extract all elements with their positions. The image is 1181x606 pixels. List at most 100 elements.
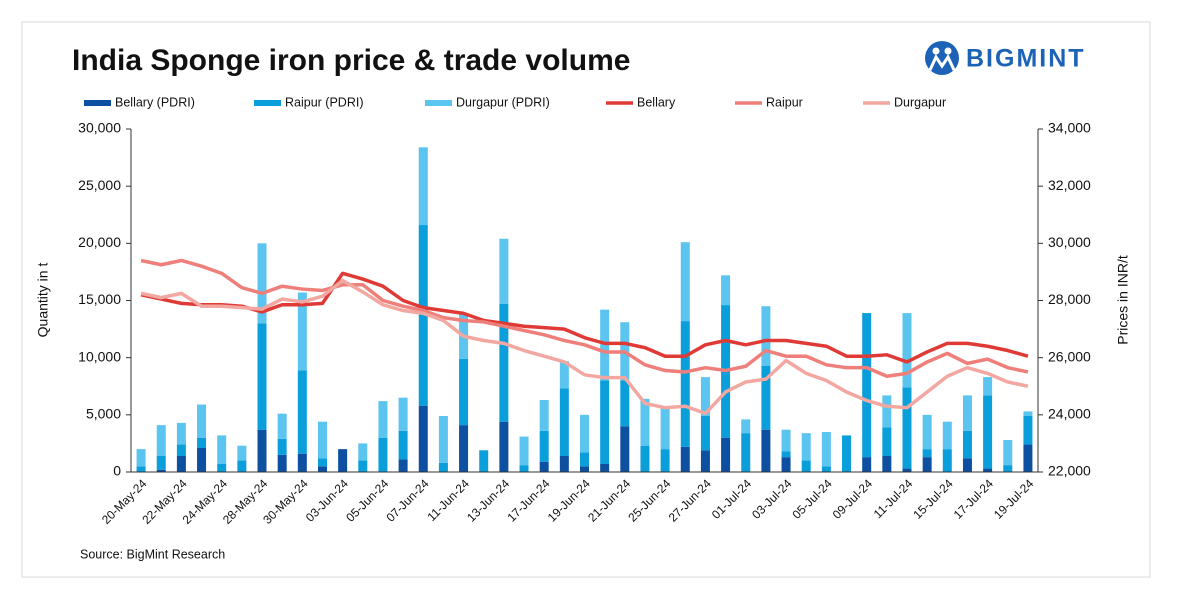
legend-label: Bellary <box>637 95 676 109</box>
line <box>140 258 1029 378</box>
bar <box>197 447 207 472</box>
bar <box>217 463 227 472</box>
bar <box>882 427 892 456</box>
bar <box>519 436 529 466</box>
bar <box>640 445 650 472</box>
bar <box>317 466 327 472</box>
bar <box>620 426 630 472</box>
bar <box>862 457 872 472</box>
bar <box>539 399 549 431</box>
bar <box>398 459 408 472</box>
y2-tick-label: 22,000 <box>1048 463 1091 479</box>
bar <box>1023 415 1033 445</box>
bar <box>600 380 610 464</box>
bar <box>297 292 307 371</box>
legend-label: Bellary (PDRI) <box>115 95 195 109</box>
bar <box>257 243 267 324</box>
bar <box>942 449 952 472</box>
bar <box>539 461 549 472</box>
bar <box>398 397 408 431</box>
bar <box>781 451 791 458</box>
bar <box>882 395 892 428</box>
bar <box>962 395 972 431</box>
bar <box>983 377 993 396</box>
y2-tick-label: 32,000 <box>1048 177 1091 193</box>
bar <box>176 422 186 445</box>
bar <box>519 465 529 472</box>
bar <box>741 419 751 434</box>
bar <box>902 468 912 472</box>
y2-tick-label: 34,000 <box>1048 120 1091 136</box>
bar <box>721 275 731 306</box>
line <box>140 278 1029 416</box>
y-tick-label: 15,000 <box>78 291 121 307</box>
y-tick-label: 0 <box>113 463 121 479</box>
bar <box>136 466 146 472</box>
y2-tick-label: 28,000 <box>1048 291 1091 307</box>
bar <box>781 429 791 452</box>
bar <box>983 395 993 469</box>
bar <box>962 458 972 472</box>
bar <box>499 303 509 422</box>
bar <box>680 321 690 447</box>
bar <box>922 449 932 458</box>
bar <box>136 449 146 467</box>
bar <box>358 443 368 461</box>
bar <box>237 460 247 472</box>
bar <box>801 460 811 472</box>
y2-tick-label: 24,000 <box>1048 406 1091 422</box>
bar <box>156 455 166 470</box>
legend-label: Durgapur (PDRI) <box>456 95 550 109</box>
bar <box>640 398 650 446</box>
bar <box>257 429 267 472</box>
bar <box>660 449 670 472</box>
bar <box>983 468 993 472</box>
bar <box>176 455 186 472</box>
bar <box>962 430 972 459</box>
bar <box>378 437 388 472</box>
bar <box>902 387 912 469</box>
bar <box>862 313 872 458</box>
bar <box>317 458 327 467</box>
bar <box>297 370 307 454</box>
frame <box>21 21 1151 578</box>
bar <box>741 433 751 472</box>
bar <box>660 407 670 450</box>
bar <box>459 425 469 472</box>
bar <box>297 453 307 472</box>
bar <box>277 413 287 439</box>
bar <box>761 365 771 430</box>
source: Source: BigMint Research <box>80 547 225 561</box>
bar <box>882 455 892 472</box>
bar <box>600 463 610 472</box>
y-tick-label: 5,000 <box>86 406 121 422</box>
bar <box>781 457 791 472</box>
bar <box>418 225 428 406</box>
bar <box>277 438 287 455</box>
y2-axis-label: Prices in INR/t <box>1115 255 1131 345</box>
bar <box>1003 465 1013 472</box>
bar <box>942 421 952 450</box>
bar <box>1023 444 1033 472</box>
y-tick-label: 25,000 <box>78 177 121 193</box>
bar <box>539 430 549 462</box>
bar <box>700 415 710 451</box>
bar <box>418 405 428 472</box>
logo-icon-dot <box>932 47 940 55</box>
bar <box>378 401 388 438</box>
y-tick-label: 20,000 <box>78 234 121 250</box>
bar <box>438 415 448 463</box>
bar <box>499 421 509 472</box>
bar <box>217 435 227 464</box>
bar <box>197 404 207 438</box>
bar <box>479 450 489 472</box>
bar <box>801 433 811 461</box>
bar <box>902 313 912 388</box>
bar <box>842 435 852 472</box>
bar <box>559 455 569 472</box>
bar <box>922 414 932 450</box>
chart-title: India Sponge iron price & trade volume <box>72 44 630 77</box>
bar <box>1003 439 1013 466</box>
bar <box>580 414 589 453</box>
